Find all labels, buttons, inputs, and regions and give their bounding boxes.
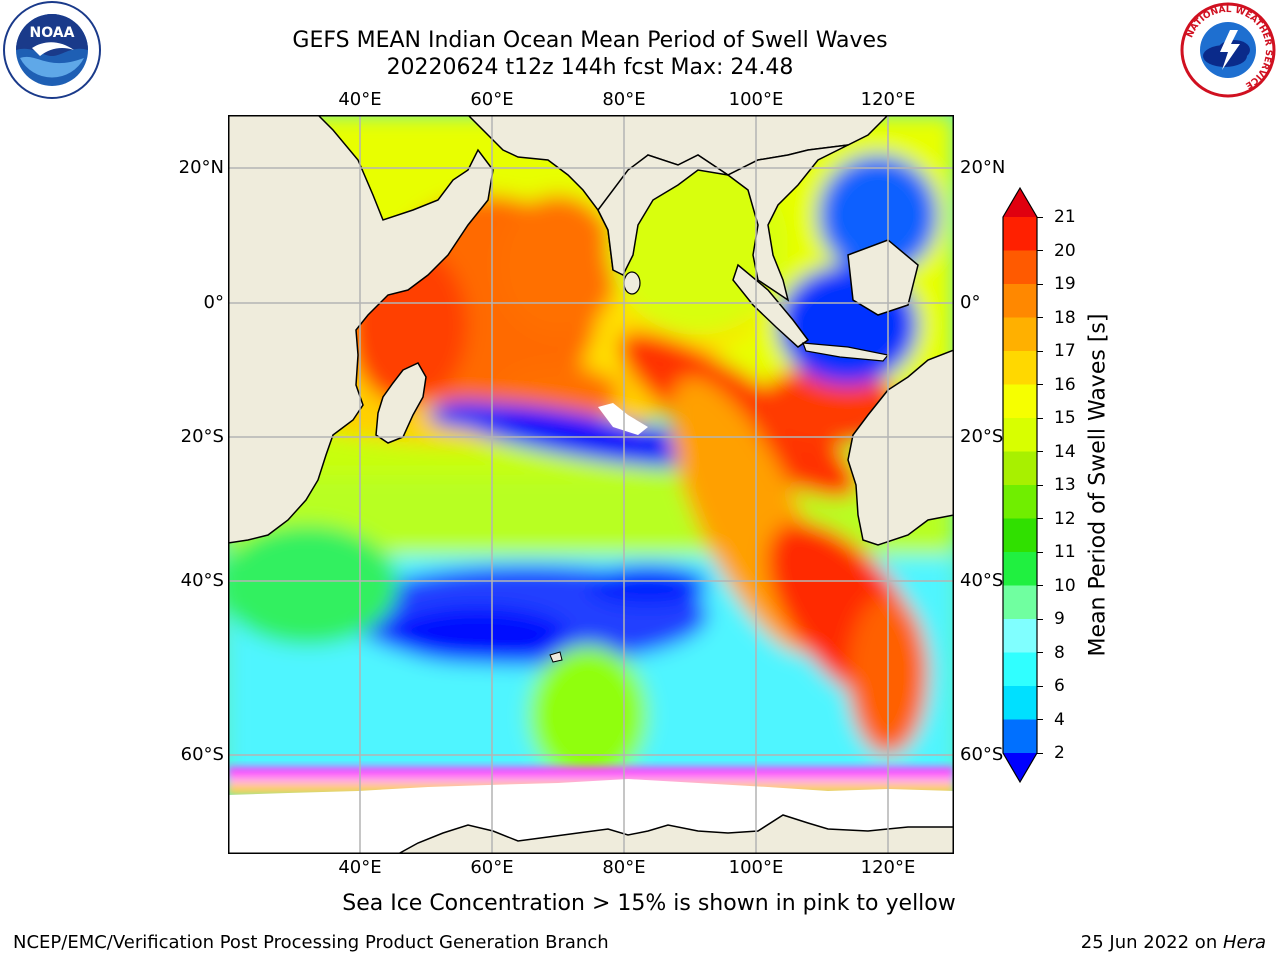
colorbar-tick-label: 4 — [1054, 709, 1065, 730]
colorbar-segment — [1003, 451, 1037, 486]
credit-text: NCEP/EMC/Verification Post Processing Pr… — [13, 932, 609, 953]
swell-period-map — [228, 115, 954, 854]
colorbar-tick-label: 11 — [1054, 542, 1076, 562]
colorbar-max-arrow — [1003, 188, 1037, 217]
lon-label-top-100e: 100°E — [728, 89, 784, 110]
india-land — [597, 154, 729, 277]
lat-label-right-40s: 40°S — [960, 570, 1004, 591]
lat-label-right-60s: 60°S — [960, 744, 1004, 765]
colorbar-label: Mean Period of Swell Waves [s] — [1085, 313, 1111, 657]
colorbar-segment — [1003, 317, 1037, 352]
map-frame — [228, 115, 954, 854]
lon-label-bottom-120e: 120°E — [860, 857, 916, 878]
colorbar-tick-mark — [1037, 685, 1043, 687]
lon-label-bottom-60e: 60°E — [470, 857, 514, 878]
colorbar-tick-mark — [1037, 417, 1043, 419]
lat-label-left-20n: 20°N — [178, 157, 224, 178]
colorbar-segment — [1003, 250, 1037, 285]
colorbar-segment — [1003, 284, 1037, 318]
noaa-logo-text: NOAA — [30, 25, 75, 41]
africa-arabia-land — [228, 115, 494, 544]
colorbar-tick-label: 14 — [1054, 441, 1076, 462]
colorbar-tick-label: 8 — [1054, 642, 1065, 663]
lon-label-top-80e: 80°E — [602, 89, 646, 110]
map-subtitle: 20220624 t12z 144h fcst Max: 24.48 — [386, 55, 794, 80]
graticule — [228, 115, 954, 854]
java-land — [802, 342, 890, 362]
lat-label-left-0: 0° — [203, 292, 224, 313]
colorbar-tick-label: 20 — [1054, 240, 1076, 261]
lon-label-top-40e: 40°E — [338, 89, 382, 110]
madagascar-land — [375, 362, 427, 444]
nws-logo: NATIONAL WEATHER SERVICE — [1180, 2, 1276, 98]
date-stamp: 25 Jun 2022 on Hera — [1081, 932, 1266, 953]
colorbar-tick-mark — [1037, 618, 1043, 620]
antarctica-land — [397, 814, 954, 854]
colorbar-tick-mark — [1037, 585, 1043, 586]
colorbar-tick-label: 16 — [1054, 374, 1076, 395]
colorbar-tick-label: 18 — [1054, 307, 1076, 328]
colorbar-tick-mark — [1037, 518, 1043, 519]
colorbar-tick-mark — [1037, 652, 1043, 653]
map-title: GEFS MEAN Indian Ocean Mean Period of Sw… — [292, 28, 888, 53]
lat-label-right-20n: 20°N — [960, 157, 1006, 178]
colorbar — [1002, 186, 1038, 784]
colorbar-tick-label: 9 — [1054, 609, 1065, 629]
colorbar-segment — [1003, 552, 1037, 586]
colorbar-segment — [1003, 485, 1037, 519]
colorbar-tick-label: 21 — [1054, 207, 1076, 227]
colorbar-segment — [1003, 418, 1037, 452]
colorbar-segment — [1003, 217, 1037, 251]
colorbar-segment — [1003, 351, 1037, 385]
colorbar-tick-mark — [1037, 551, 1043, 553]
colorbar-tick-mark — [1037, 719, 1043, 720]
se-asia-land — [726, 144, 849, 302]
colorbar-tick-label: 15 — [1054, 408, 1076, 428]
colorbar-tick-label: 12 — [1054, 508, 1076, 529]
colorbar-tick-mark — [1037, 484, 1043, 486]
colorbar-tick-mark — [1037, 250, 1043, 251]
date-text: 25 Jun 2022 on — [1080, 932, 1223, 953]
lat-label-left-20s: 20°S — [180, 426, 224, 447]
colorbar-tick-label: 17 — [1054, 341, 1076, 361]
sea-ice-note: Sea Ice Concentration > 15% is shown in … — [342, 891, 956, 916]
colorbar-tick-mark — [1037, 216, 1043, 218]
colorbar-segment — [1003, 719, 1037, 754]
colorbar-tick-mark — [1037, 283, 1043, 285]
sri-lanka-land — [623, 271, 641, 295]
colorbar-min-arrow — [1003, 753, 1037, 782]
colorbar-tick-label: 13 — [1054, 475, 1076, 495]
colorbar-tick-mark — [1037, 752, 1043, 754]
colorbar-tick-mark — [1037, 451, 1043, 452]
colorbar-segment — [1003, 652, 1037, 687]
colorbar-segment — [1003, 384, 1037, 419]
colorbar-segment — [1003, 686, 1037, 720]
machine-name: Hera — [1222, 932, 1266, 953]
colorbar-tick-mark — [1037, 384, 1043, 385]
colorbar-segment — [1003, 585, 1037, 620]
lat-label-left-40s: 40°S — [180, 570, 224, 591]
lat-label-right-20s: 20°S — [960, 426, 1004, 447]
colorbar-segment — [1003, 619, 1037, 653]
colorbar-tick-mark — [1037, 317, 1043, 318]
colorbar-tick-label: 10 — [1054, 575, 1076, 596]
noaa-logo: NOAA — [3, 1, 101, 99]
australia-land — [847, 349, 954, 546]
colorbar-tick-mark — [1037, 350, 1043, 352]
sumatra-land — [732, 263, 810, 348]
colorbar-tick-label: 6 — [1054, 676, 1065, 696]
colorbar-tick-label: 2 — [1054, 743, 1065, 763]
colorbar-segment — [1003, 518, 1037, 553]
lon-label-bottom-40e: 40°E — [338, 857, 382, 878]
lon-label-bottom-100e: 100°E — [728, 857, 784, 878]
lon-label-bottom-80e: 80°E — [602, 857, 646, 878]
kerguelen-island — [549, 651, 563, 663]
lon-label-top-120e: 120°E — [860, 89, 916, 110]
lat-label-left-60s: 60°S — [180, 744, 224, 765]
missing-data-patch — [598, 403, 648, 435]
colorbar-tick-label: 19 — [1054, 274, 1076, 294]
lon-label-top-60e: 60°E — [470, 89, 514, 110]
lat-label-right-0: 0° — [960, 292, 981, 313]
